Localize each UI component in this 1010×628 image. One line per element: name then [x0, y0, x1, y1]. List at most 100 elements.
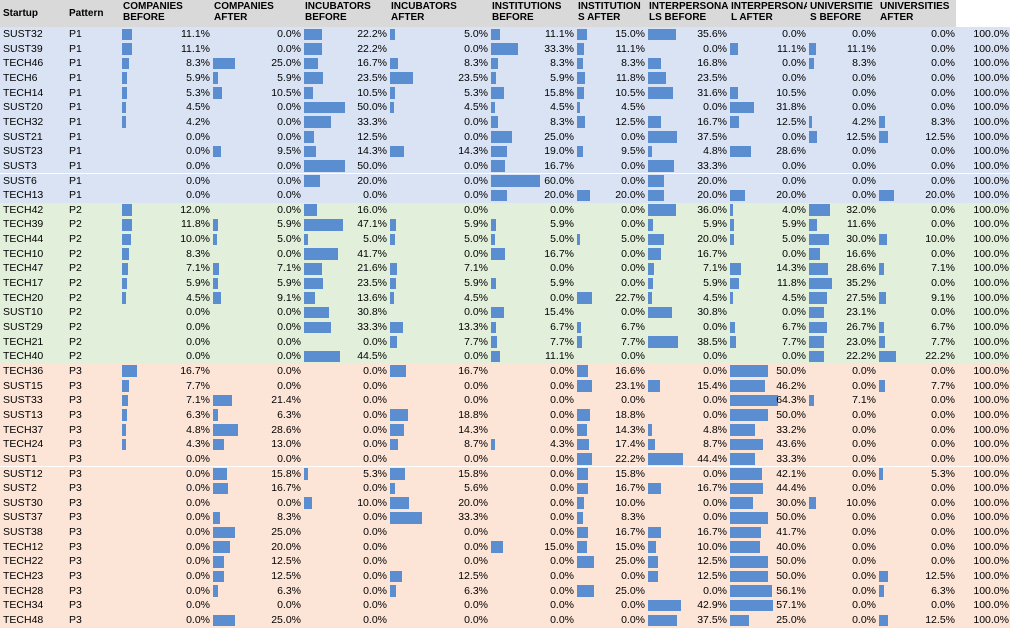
startup-cell: SUST6: [0, 173, 66, 189]
percent-cell: 0.0%: [877, 525, 956, 540]
percent-value: 9.5%: [277, 145, 301, 158]
data-bar: [809, 497, 816, 509]
percent-value: 64.3%: [776, 394, 806, 407]
percent-value: 12.5%: [925, 130, 955, 143]
data-bar: [304, 306, 330, 319]
percent-value: 5.6%: [464, 482, 488, 495]
percent-cell: 0.0%: [120, 466, 211, 482]
data-bar: [491, 306, 504, 319]
percent-cell: 25.0%: [575, 583, 646, 599]
percent-value: 0.0%: [550, 496, 574, 509]
percent-cell: 0.0%: [302, 378, 388, 394]
percent-value: 23.5%: [357, 71, 387, 84]
startup-cell: TECH32: [0, 114, 66, 130]
percent-value: 0.0%: [931, 71, 955, 84]
percent-cell: 56.1%: [728, 583, 807, 599]
data-bar: [879, 292, 886, 304]
percent-value: 0.0%: [363, 364, 387, 377]
data-bar: [304, 497, 313, 509]
pattern-cell: P1: [66, 114, 120, 130]
percent-cell: 0.0%: [575, 129, 646, 145]
pattern-cell: P1: [66, 129, 120, 145]
data-bar: [648, 248, 662, 260]
percent-value: 23.1%: [615, 379, 645, 392]
percent-value: 16.7%: [544, 159, 574, 172]
pattern-cell: P3: [66, 613, 120, 628]
data-bar: [390, 28, 395, 41]
percent-value: 13.3%: [458, 321, 488, 333]
percent-value: 8.3%: [931, 115, 955, 128]
percent-cell: 4.3%: [120, 437, 211, 452]
percent-cell: 35.2%: [807, 276, 877, 291]
percent-value: 60.0%: [544, 174, 574, 187]
data-bar: [304, 160, 345, 172]
percent-cell: 22.2%: [877, 349, 956, 364]
total-cell: 100.0%: [956, 144, 1010, 159]
percent-cell: 0.0%: [575, 305, 646, 320]
percent-value: 12.0%: [180, 203, 210, 216]
percent-cell: 0.0%: [646, 495, 728, 511]
percent-cell: 0.0%: [302, 613, 388, 628]
data-bar: [122, 43, 132, 55]
percent-value: 4.3%: [186, 438, 210, 451]
percent-value: 44.5%: [357, 350, 387, 363]
data-bar: [390, 497, 410, 509]
data-bar: [390, 57, 399, 70]
data-bar: [730, 555, 768, 568]
percent-cell: 4.5%: [120, 290, 211, 306]
percent-cell: 0.0%: [877, 70, 956, 86]
percent-value: 10.0%: [925, 233, 955, 246]
data-bar: [122, 218, 133, 231]
percent-value: 0.0%: [852, 364, 876, 377]
total-cell: 100.0%: [956, 422, 1010, 438]
percent-cell: 12.5%: [302, 129, 388, 145]
percent-cell: 0.0%: [302, 598, 388, 613]
percent-cell: 0.0%: [575, 173, 646, 189]
percent-cell: 33.3%: [728, 451, 807, 467]
percent-value: 0.0%: [464, 306, 488, 319]
percent-cell: 0.0%: [575, 158, 646, 174]
percent-cell: 20.0%: [728, 188, 807, 203]
percent-cell: 5.9%: [489, 276, 575, 291]
percent-cell: 0.0%: [807, 598, 877, 613]
percent-value: 33.3%: [357, 115, 387, 128]
percent-cell: 16.7%: [211, 481, 302, 496]
percent-cell: 0.0%: [489, 525, 575, 540]
total-cell: 100.0%: [956, 290, 1010, 306]
data-bar: [730, 438, 763, 451]
percent-cell: 0.0%: [575, 217, 646, 233]
data-bar: [122, 380, 129, 392]
data-bar: [879, 380, 885, 392]
percent-cell: 8.3%: [120, 56, 211, 71]
percent-cell: 7.1%: [120, 393, 211, 408]
percent-cell: 0.0%: [302, 393, 388, 408]
data-bar: [577, 116, 586, 129]
percent-value: 7.1%: [852, 394, 876, 407]
percent-value: 8.7%: [703, 438, 727, 451]
percent-value: 4.5%: [464, 101, 488, 114]
column-header: UNIVERSITIE S BEFORE: [807, 0, 877, 27]
percent-value: 0.0%: [550, 394, 574, 407]
percent-value: 0.0%: [550, 555, 574, 568]
percent-value: 5.9%: [464, 218, 488, 231]
percent-cell: 0.0%: [877, 217, 956, 233]
percent-value: 10.0%: [697, 540, 727, 553]
percent-value: 0.0%: [277, 599, 301, 612]
percent-cell: 5.9%: [489, 70, 575, 86]
data-bar: [730, 204, 733, 216]
percent-cell: 28.6%: [807, 261, 877, 277]
percent-cell: 25.0%: [575, 554, 646, 570]
percent-cell: 0.0%: [302, 451, 388, 467]
percent-cell: 0.0%: [211, 349, 302, 364]
percent-value: 11.8%: [616, 71, 645, 84]
data-bar: [809, 57, 815, 70]
startup-cell: SUST13: [0, 407, 66, 423]
percent-value: 0.0%: [277, 28, 301, 40]
data-bar: [730, 218, 735, 231]
percent-cell: 4.5%: [388, 100, 489, 115]
total-cell: 100.0%: [956, 27, 1010, 42]
percent-cell: 8.3%: [807, 56, 877, 71]
percent-cell: 0.0%: [388, 305, 489, 320]
data-bar: [648, 438, 655, 451]
pattern-cell: P3: [66, 378, 120, 394]
